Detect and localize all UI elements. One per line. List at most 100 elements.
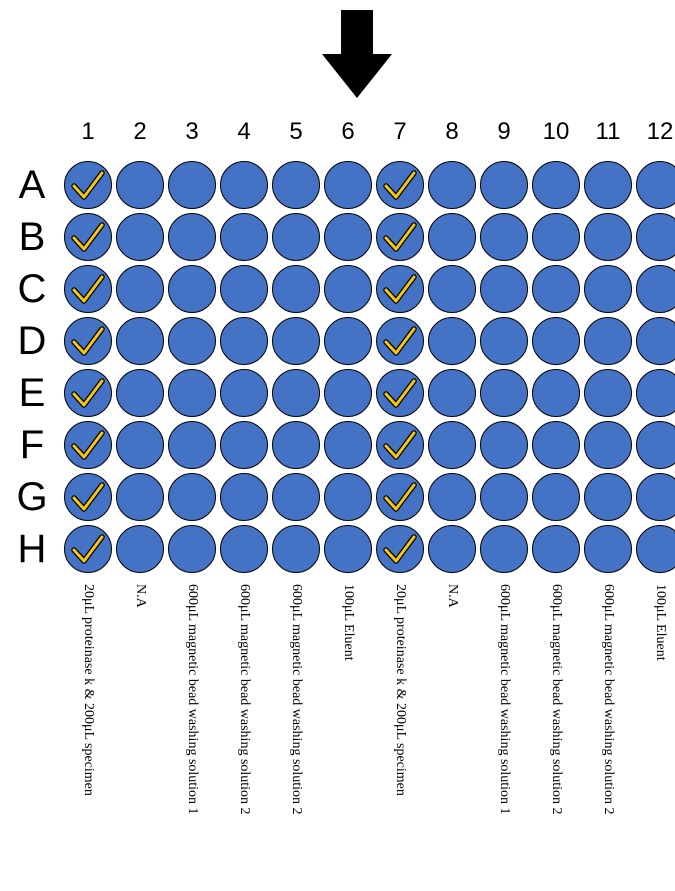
column-label-8: N.A: [442, 584, 462, 884]
well-F11: [584, 421, 632, 469]
column-label-1: 20μL proteinase k & 200μL specimen: [78, 584, 98, 884]
well-C6: [324, 265, 372, 313]
well-C12: [636, 265, 675, 313]
well-H3: [168, 525, 216, 573]
well-D9: [480, 317, 528, 365]
well-G6: [324, 473, 372, 521]
well-D5: [272, 317, 320, 365]
checkmark-icon: [383, 534, 417, 564]
well-G11: [584, 473, 632, 521]
checkmark-icon: [71, 222, 105, 252]
well-A12: [636, 161, 675, 209]
well-A2: [116, 161, 164, 209]
well-E5: [272, 369, 320, 417]
well-A6: [324, 161, 372, 209]
well-D7: [376, 317, 424, 365]
row-letter-H: H: [17, 527, 47, 571]
well-G12: [636, 473, 675, 521]
well-G2: [116, 473, 164, 521]
checkmark-icon: [383, 170, 417, 200]
column-label-12: 100μL Eluent: [650, 584, 670, 884]
column-label-text: 100μL Eluent: [341, 584, 356, 661]
well-G5: [272, 473, 320, 521]
checkmark-icon: [383, 430, 417, 460]
well-H8: [428, 525, 476, 573]
well-D3: [168, 317, 216, 365]
well-H1: [64, 525, 112, 573]
checkmark-icon: [383, 274, 417, 304]
column-label-text: N.A: [133, 584, 148, 608]
well-D4: [220, 317, 268, 365]
well-C8: [428, 265, 476, 313]
column-label-text: 100μL Eluent: [653, 584, 668, 661]
well-G7: [376, 473, 424, 521]
well-E8: [428, 369, 476, 417]
well-C9: [480, 265, 528, 313]
arrow-down-icon: [322, 10, 392, 98]
well-E2: [116, 369, 164, 417]
checkmark-icon: [71, 534, 105, 564]
well-C4: [220, 265, 268, 313]
well-D8: [428, 317, 476, 365]
well-C1: [64, 265, 112, 313]
row-letter-F: F: [19, 423, 45, 467]
well-B3: [168, 213, 216, 261]
well-F12: [636, 421, 675, 469]
well-B7: [376, 213, 424, 261]
column-label-9: 600μL magnetic bead washing solution 1: [494, 584, 514, 884]
row-letter-D: D: [17, 319, 47, 363]
column-label-text: 600μL magnetic bead washing solution 1: [185, 584, 200, 815]
row-letter-E: E: [18, 371, 46, 415]
column-number-4: 4: [237, 118, 251, 145]
well-C10: [532, 265, 580, 313]
row-letter-A: A: [18, 163, 46, 207]
row-letter-B: B: [18, 215, 46, 259]
well-D1: [64, 317, 112, 365]
well-E6: [324, 369, 372, 417]
well-D12: [636, 317, 675, 365]
column-number-9: 9: [497, 118, 511, 145]
well-A7: [376, 161, 424, 209]
well-C3: [168, 265, 216, 313]
column-number-7: 7: [393, 118, 407, 145]
well-E7: [376, 369, 424, 417]
well-E1: [64, 369, 112, 417]
well-F10: [532, 421, 580, 469]
well-G4: [220, 473, 268, 521]
column-number-8: 8: [445, 118, 459, 145]
row-letter-G: G: [16, 475, 48, 519]
well-E11: [584, 369, 632, 417]
well-F6: [324, 421, 372, 469]
well-H5: [272, 525, 320, 573]
well-B5: [272, 213, 320, 261]
well-A10: [532, 161, 580, 209]
column-number-5: 5: [289, 118, 303, 145]
well-G1: [64, 473, 112, 521]
column-label-text: 20μL proteinase k & 200μL specimen: [393, 584, 408, 796]
well-A1: [64, 161, 112, 209]
column-number-11: 11: [595, 118, 621, 145]
well-E12: [636, 369, 675, 417]
well-B2: [116, 213, 164, 261]
well-B10: [532, 213, 580, 261]
column-label-text: 600μL magnetic bead washing solution 1: [497, 584, 512, 815]
well-B9: [480, 213, 528, 261]
column-label-5: 600μL magnetic bead washing solution 2: [286, 584, 306, 884]
well-G9: [480, 473, 528, 521]
column-number-3: 3: [185, 118, 199, 145]
well-E10: [532, 369, 580, 417]
checkmark-icon: [383, 482, 417, 512]
well-B6: [324, 213, 372, 261]
checkmark-icon: [383, 326, 417, 356]
checkmark-icon: [383, 378, 417, 408]
column-label-7: 20μL proteinase k & 200μL specimen: [390, 584, 410, 884]
well-D6: [324, 317, 372, 365]
checkmark-icon: [71, 430, 105, 460]
well-D10: [532, 317, 580, 365]
well-B11: [584, 213, 632, 261]
well-D11: [584, 317, 632, 365]
column-label-text: 600μL magnetic bead washing solution 2: [601, 584, 616, 815]
well-A4: [220, 161, 268, 209]
well-F4: [220, 421, 268, 469]
well-B8: [428, 213, 476, 261]
